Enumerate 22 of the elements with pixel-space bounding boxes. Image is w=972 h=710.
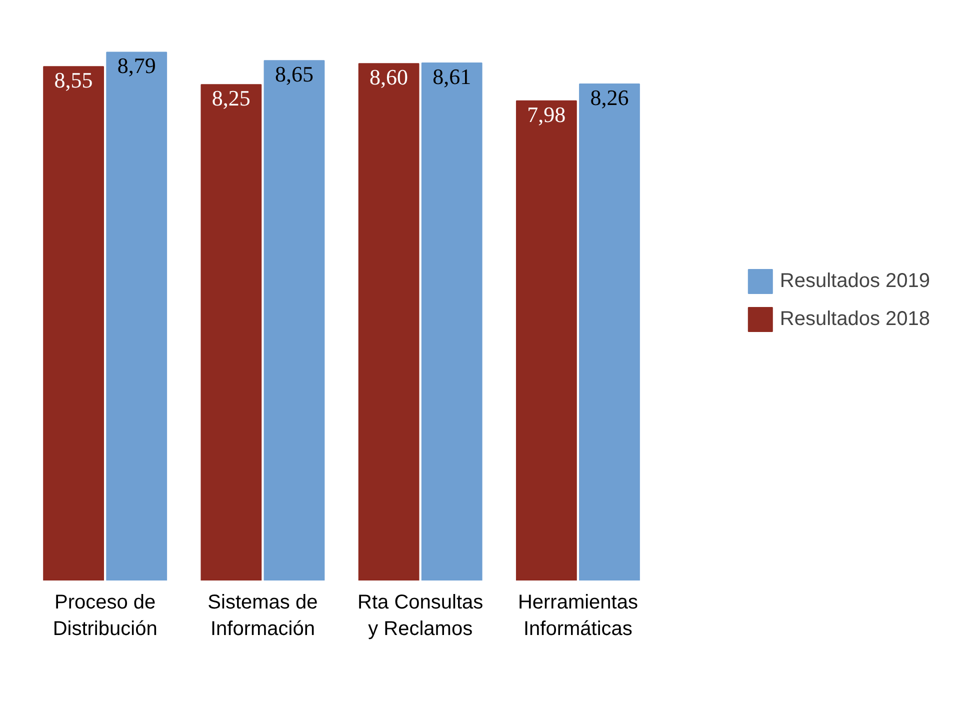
- bar: [200, 84, 262, 580]
- data-label: 8,26: [590, 85, 629, 110]
- bar: [579, 84, 640, 580]
- legend-label: Resultados 2018: [780, 308, 930, 330]
- data-label: 8,61: [432, 64, 472, 90]
- bar: [106, 52, 168, 580]
- data-label: 8,55: [54, 68, 93, 93]
- bar: [358, 63, 420, 580]
- data-label: 8,65: [274, 62, 314, 87]
- x-tick-label: Rta Consultas y Reclamos: [358, 592, 484, 640]
- bar: [516, 100, 577, 580]
- data-label: 7,98: [527, 102, 566, 127]
- legend-label: Resultados 2019: [780, 270, 930, 292]
- data-label: 8,60: [370, 64, 408, 90]
- x-tick-label: Sistemas de Información: [208, 592, 318, 640]
- x-tick-label: Herramientas Informáticas: [518, 592, 638, 640]
- data-label: 8,79: [117, 53, 156, 78]
- bar: [421, 62, 482, 580]
- x-tick-label: Proceso de Distribución: [52, 592, 158, 640]
- bar: [43, 66, 104, 580]
- data-label: 8,25: [212, 86, 250, 111]
- bar: [264, 60, 325, 580]
